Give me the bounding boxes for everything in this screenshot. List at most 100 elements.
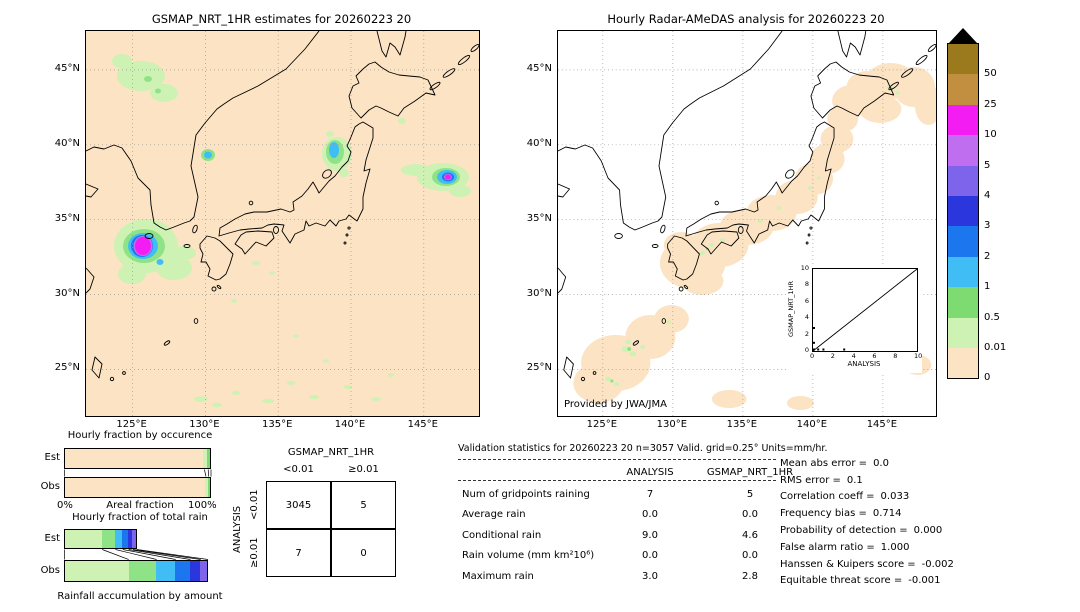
bar-segment bbox=[65, 561, 129, 581]
inset-y-tick: 2 bbox=[804, 329, 809, 338]
lat-tick-label: 40°N bbox=[526, 137, 552, 149]
metric-value: 0.033 bbox=[880, 491, 910, 503]
inset-x-tick: 2 bbox=[830, 352, 835, 360]
lon-tick-label: 135°E bbox=[726, 419, 758, 430]
metric-line: RMS error = 0.1 bbox=[780, 472, 1070, 489]
stats-value-gsmap: 2.8 bbox=[742, 570, 758, 582]
bar-segment bbox=[189, 561, 200, 581]
colorbar-band-2 bbox=[948, 226, 978, 257]
metric-label: Mean abs error = bbox=[780, 457, 868, 469]
areal-axis-max: 100% bbox=[188, 500, 217, 511]
connector-line bbox=[204, 469, 207, 477]
metric-value: 0.0 bbox=[873, 457, 889, 469]
connector-line bbox=[133, 549, 201, 560]
metric-line: Frequency bias = 0.714 bbox=[780, 505, 1070, 522]
left-map-plot bbox=[86, 31, 479, 416]
bar-segment bbox=[65, 530, 103, 548]
coastline-layer bbox=[86, 31, 479, 382]
colorbar-band-5 bbox=[948, 135, 978, 166]
colorbar-tick-0: 0 bbox=[984, 372, 991, 384]
right-map-title: Hourly Radar-AMeDAS analysis for 2026022… bbox=[607, 12, 885, 26]
inset-y-tick: 0 bbox=[804, 346, 809, 354]
identity-line bbox=[813, 269, 917, 351]
right-map: GSMAP_NRT_1HR 0 2 4 6 8 10 0 2 4 6 8 10 ANALYSIS bbox=[557, 30, 937, 417]
inset-y-tick: 6 bbox=[804, 296, 809, 305]
inset-y-tick: 4 bbox=[804, 313, 809, 322]
colorbar-tick-0.01: 0.01 bbox=[984, 342, 1007, 353]
left-map bbox=[85, 30, 480, 417]
lat-tick-label: 40°N bbox=[54, 137, 80, 149]
lon-tick-label: 145°E bbox=[866, 419, 898, 430]
lat-tick-label: 35°N bbox=[54, 212, 80, 224]
lat-tick-label: 30°N bbox=[526, 287, 552, 299]
lat-tick-label: 35°N bbox=[526, 212, 552, 224]
stats-row-label: Maximum rain bbox=[462, 570, 534, 582]
bar-segment bbox=[175, 561, 190, 581]
total-rain-bar-obs bbox=[64, 560, 209, 582]
colorbar-tick-0.5: 0.5 bbox=[984, 311, 1000, 323]
inset-x-tick: 8 bbox=[893, 352, 898, 360]
stats-value-gsmap: 5 bbox=[746, 488, 754, 500]
connector-line bbox=[102, 549, 129, 560]
lon-tick-label: 125°E bbox=[116, 419, 147, 430]
total-rain-obs-label: Obs bbox=[40, 565, 60, 576]
inset-x-tick: 6 bbox=[872, 352, 877, 360]
areal-axis-label: Areal fraction bbox=[106, 500, 174, 511]
metric-line: False alarm ratio = 1.000 bbox=[780, 539, 1070, 556]
grid-lines bbox=[86, 31, 479, 416]
total-rain-bar-est bbox=[64, 529, 137, 549]
lon-tick-label: 140°E bbox=[334, 419, 366, 430]
metric-line: Probability of detection = 0.000 bbox=[780, 522, 1070, 539]
metric-line: Correlation coeff = 0.033 bbox=[780, 489, 1070, 506]
right-map-plot bbox=[558, 31, 936, 416]
bar-segment bbox=[205, 478, 208, 497]
lat-tick-label: 30°N bbox=[54, 287, 80, 299]
contingency-cell: 7 bbox=[266, 529, 331, 577]
total-rain-caption: Rainfall accumulation by amount bbox=[57, 591, 223, 602]
bar-segment bbox=[115, 530, 123, 548]
bar-segment bbox=[203, 449, 208, 468]
stats-value-gsmap: 0.0 bbox=[742, 550, 758, 562]
left-map-lat-axis: 45°N 40°N 35°N 30°N 25°N bbox=[50, 30, 82, 415]
inset-y-axis-label: GSMAP_NRT_1HR bbox=[787, 280, 795, 338]
occurrence-obs-label: Obs bbox=[40, 481, 60, 492]
lon-tick-label: 125°E bbox=[586, 419, 618, 430]
stats-value-analysis: 0.0 bbox=[642, 509, 658, 521]
metric-label: RMS error = bbox=[780, 474, 841, 486]
contingency-col-label: <0.01 bbox=[283, 464, 314, 475]
stats-row-label: Average rain bbox=[462, 509, 526, 521]
bar-segment bbox=[65, 478, 206, 497]
colorbar-labels: 50 25 10 5 4 3 2 1 0.5 0.01 0 bbox=[984, 44, 1034, 389]
colorbar-tick-4: 4 bbox=[984, 190, 991, 201]
occurrence-bar-obs bbox=[64, 477, 211, 498]
colorbar-band-1 bbox=[948, 256, 978, 288]
inset-y-tick: 10 bbox=[800, 264, 809, 272]
stats-row-label: Rain volume (mm km²10⁶) bbox=[462, 550, 595, 562]
metric-label: Correlation coeff = bbox=[780, 491, 875, 503]
connector-line bbox=[128, 549, 191, 560]
bar-connector-lines bbox=[64, 469, 212, 560]
colorbar-bands bbox=[947, 42, 979, 380]
inset-x-tick: 0 bbox=[810, 352, 815, 360]
bar-segment bbox=[132, 530, 136, 548]
connector-line bbox=[115, 549, 157, 560]
metric-value: 0.000 bbox=[913, 525, 943, 537]
bar-segment bbox=[156, 561, 176, 581]
metric-value: 0.714 bbox=[872, 508, 902, 520]
metric-label: Frequency bias = bbox=[780, 508, 867, 520]
inset-x-ticks: 0 2 4 6 8 10 bbox=[810, 352, 922, 360]
lat-tick-label: 25°N bbox=[526, 362, 552, 374]
stats-row: Average rain 0.0 0.0 bbox=[458, 505, 808, 526]
left-map-title: GSMAP_NRT_1HR estimates for 20260223 20 bbox=[151, 12, 412, 26]
data-credit: Provided by JWA/JMA bbox=[564, 399, 667, 410]
colorbar-tick-1: 1 bbox=[984, 281, 991, 293]
occurrence-chart-title: Hourly fraction by occurence bbox=[67, 430, 213, 441]
occurrence-bar-est bbox=[64, 448, 211, 469]
bar-segment bbox=[102, 530, 116, 548]
bar-segment bbox=[128, 561, 157, 581]
contingency-row-label: <0.01 bbox=[249, 489, 260, 521]
colorbar-band-0 bbox=[948, 347, 978, 379]
metric-line: Equitable threat score = -0.001 bbox=[780, 573, 1070, 590]
validation-title: Validation statistics for 20260223 20 n=… bbox=[458, 443, 828, 454]
lat-tick-label: 45°N bbox=[54, 62, 80, 74]
